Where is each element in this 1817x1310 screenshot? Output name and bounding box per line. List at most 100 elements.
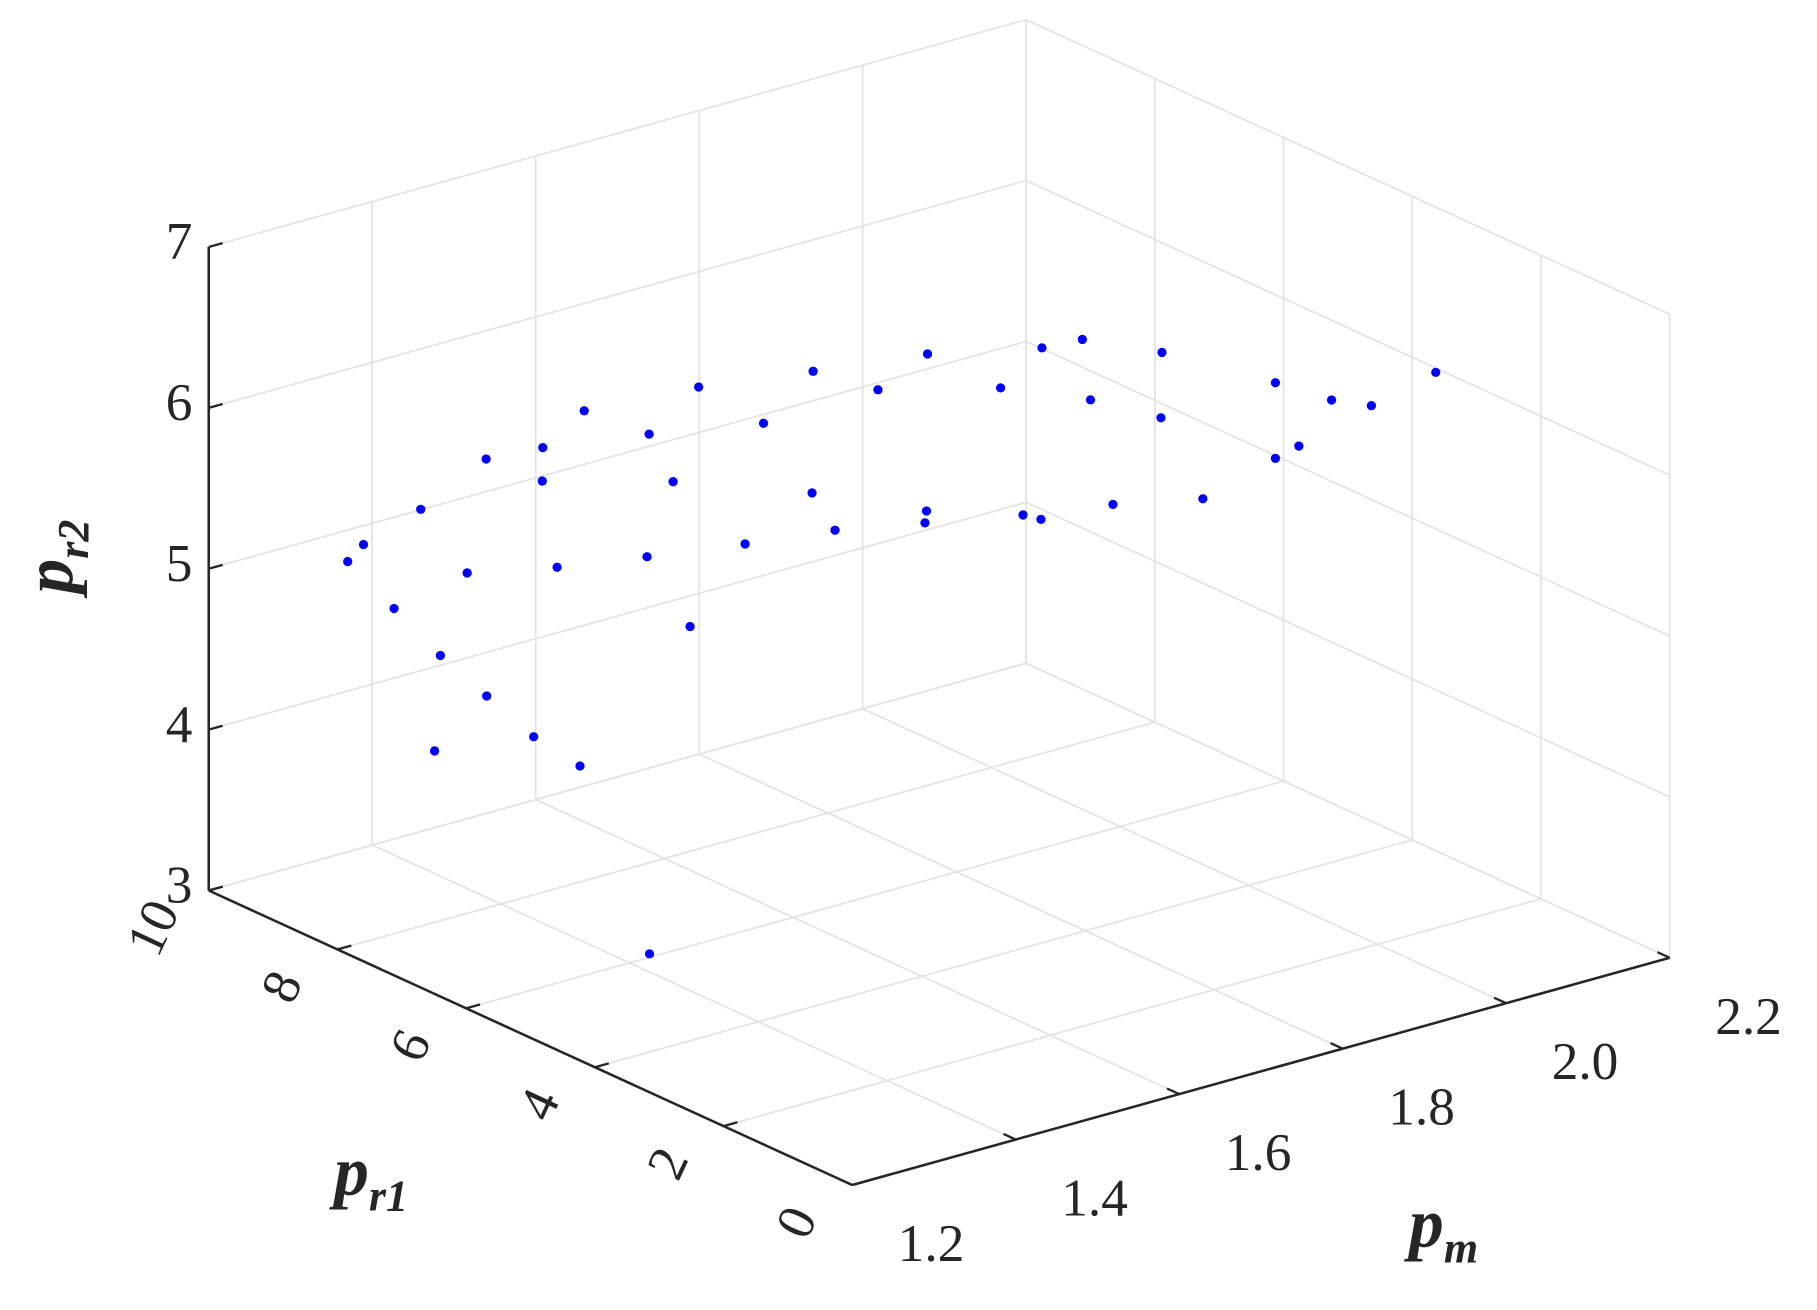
z-axis-label-sub: r2 xyxy=(49,520,98,559)
point xyxy=(429,746,440,756)
y-axis-label-sub: r1 xyxy=(369,1172,408,1221)
grid-line xyxy=(535,798,1180,1095)
x-axis-label-sub: m xyxy=(1444,1224,1478,1273)
grid-line xyxy=(1025,179,1671,476)
point xyxy=(1198,494,1208,504)
point xyxy=(694,382,704,392)
point xyxy=(1077,334,1087,345)
point xyxy=(343,556,353,567)
point xyxy=(1366,401,1377,411)
x-axis-label-base: p xyxy=(1404,1185,1444,1262)
point xyxy=(808,366,818,376)
y-axis-label-base: p xyxy=(329,1133,369,1210)
grid xyxy=(207,18,1671,1186)
point xyxy=(1270,453,1281,463)
x-tick-label: 2.2 xyxy=(1715,986,1782,1046)
x-axis-label: pm xyxy=(1404,1185,1478,1272)
x-tick-label: 1.6 xyxy=(1225,1122,1292,1182)
x-tick-label: 1.2 xyxy=(898,1213,965,1273)
y-axis-line xyxy=(208,889,853,1187)
grid-line xyxy=(208,179,1027,409)
grid-line xyxy=(208,501,1027,731)
y-tick xyxy=(208,885,223,892)
point xyxy=(807,488,817,498)
grid-line xyxy=(337,721,1156,951)
z-axis-label: pr2 xyxy=(11,520,98,599)
y-tick xyxy=(465,1003,481,1010)
point xyxy=(685,621,695,632)
x-tick xyxy=(839,1178,853,1187)
point xyxy=(538,442,548,453)
y-axis-label: pr1 xyxy=(329,1133,408,1220)
point xyxy=(579,406,589,416)
grid-line xyxy=(1025,18,1671,316)
grid-line xyxy=(723,898,1542,1127)
points xyxy=(343,334,1441,959)
point xyxy=(1108,499,1118,510)
y-tick xyxy=(851,1180,867,1187)
x-tick xyxy=(1493,996,1507,1005)
point xyxy=(1018,510,1028,520)
y-tick-label: 8 xyxy=(248,962,314,1012)
point xyxy=(920,518,930,528)
point xyxy=(1037,343,1047,353)
z-tick xyxy=(208,724,223,731)
grid-line xyxy=(1025,501,1671,798)
point xyxy=(389,603,399,614)
point xyxy=(995,383,1006,393)
point xyxy=(552,562,562,572)
point xyxy=(873,385,883,395)
x-axis-line xyxy=(851,956,1671,1187)
x-tick-label: 2.0 xyxy=(1552,1031,1619,1091)
y-tick xyxy=(723,1121,738,1128)
y-tick-label: 6 xyxy=(377,1021,443,1071)
grid-line xyxy=(208,662,1027,892)
grid-line xyxy=(371,844,1017,1141)
point xyxy=(668,477,678,487)
point xyxy=(1294,441,1304,451)
grid-line xyxy=(1025,340,1671,637)
grid-line xyxy=(208,18,1027,248)
grid-line xyxy=(1025,662,1671,959)
x-tick xyxy=(1657,951,1671,959)
grid-line xyxy=(594,839,1413,1069)
x-tick xyxy=(1166,1087,1180,1096)
point xyxy=(1326,395,1337,405)
x-tick xyxy=(1003,1132,1017,1141)
point xyxy=(1157,347,1167,358)
point xyxy=(922,349,933,359)
z-tick-label: 6 xyxy=(166,372,193,432)
point xyxy=(740,539,750,549)
point xyxy=(830,525,840,535)
point xyxy=(1085,395,1096,405)
point xyxy=(1156,413,1166,423)
z-tick xyxy=(208,563,223,570)
point xyxy=(482,691,492,701)
y-tick xyxy=(337,944,352,951)
y-tick-label: 0 xyxy=(763,1197,829,1247)
z-tick-label: 3 xyxy=(166,855,193,915)
grid-line xyxy=(862,707,1507,1004)
point xyxy=(644,429,654,439)
z-tick xyxy=(208,402,223,409)
z-axis-label-base: p xyxy=(11,559,88,599)
grid-line xyxy=(698,753,1344,1050)
point xyxy=(644,949,655,959)
grid-line xyxy=(208,340,1027,570)
grid-line xyxy=(465,780,1284,1010)
x-tick-label: 1.4 xyxy=(1061,1168,1128,1228)
point xyxy=(1036,514,1046,525)
point xyxy=(921,506,932,516)
point xyxy=(1270,378,1281,388)
point xyxy=(358,539,369,550)
y-tick-label: 2 xyxy=(634,1138,700,1188)
point xyxy=(1431,367,1441,378)
point xyxy=(416,504,426,514)
y-tick-label: 4 xyxy=(506,1079,572,1129)
y-tick xyxy=(594,1062,610,1069)
point xyxy=(537,476,547,486)
x-tick-label: 1.8 xyxy=(1388,1077,1455,1137)
